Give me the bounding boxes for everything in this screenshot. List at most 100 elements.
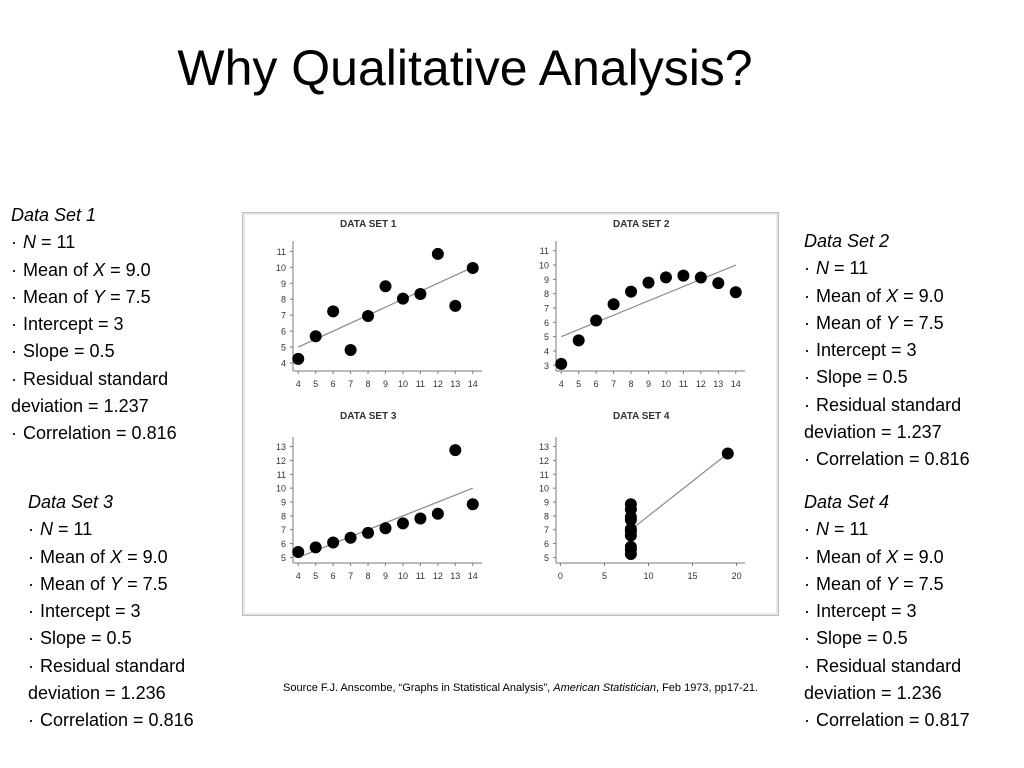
- data-set-1-point: [327, 305, 340, 318]
- bullet-icon: ·: [28, 655, 34, 676]
- data-set-2-y-tick-label: 11: [540, 246, 549, 256]
- data-set-4-x-tick-label: 20: [732, 571, 742, 581]
- stats-n: · N = 11: [28, 516, 233, 543]
- data-set-2-x-tick-label: 6: [594, 379, 599, 389]
- source-citation: Source F.J. Anscombe, “Graphs in Statist…: [283, 682, 759, 694]
- data-set-2-point: [625, 285, 638, 298]
- data-set-3-y-tick-label: 6: [281, 539, 286, 549]
- data-set-1-y-tick-label: 10: [276, 263, 286, 273]
- stats-correlation: · Correlation = 0.816: [28, 707, 233, 734]
- data-set-3-point: [431, 507, 444, 520]
- bullet-icon: ·: [804, 367, 810, 388]
- data-set-2-y-tick-label: 6: [544, 318, 549, 328]
- data-set-2-x-tick-label: 8: [629, 379, 634, 389]
- data-set-2-y-tick-label: 9: [544, 275, 549, 285]
- stats-mean-y: · Mean of Y = 7.5: [11, 284, 216, 311]
- data-set-4-x-tick-label: 15: [688, 571, 698, 581]
- stats-intercept: · Intercept = 3: [11, 311, 216, 338]
- data-set-1-x-tick-label: 10: [398, 379, 408, 389]
- stats-panel-data-set-4: Data Set 4 · N = 11 · Mean of X = 9.0 · Mea…: [804, 489, 1009, 735]
- data-set-3-point: [292, 546, 305, 559]
- data-set-3-x-tick-label: 11: [416, 571, 425, 581]
- stats-mean-y: · Mean of Y = 7.5: [804, 310, 1009, 337]
- data-set-4-fit-line: [630, 453, 729, 531]
- source-journal: American Statistician: [553, 682, 656, 694]
- data-set-3-point: [344, 531, 357, 544]
- bullet-icon: ·: [804, 394, 810, 415]
- data-set-3-y-tick-label: 13: [276, 442, 286, 452]
- bullet-icon: ·: [804, 258, 810, 279]
- data-set-3-y-tick-label: 12: [276, 456, 286, 466]
- data-set-1-point: [396, 292, 409, 305]
- data-set-3-point: [327, 536, 340, 549]
- data-set-4-y-tick-label: 10: [539, 484, 549, 494]
- stats-residual: · Residual standard deviation = 1.236: [804, 653, 1009, 708]
- data-set-2-y-tick-label: 3: [544, 361, 549, 371]
- bullet-icon: ·: [804, 573, 810, 594]
- stats-residual: · Residual standard deviation = 1.237: [11, 366, 216, 421]
- stats-heading: Data Set 1: [11, 205, 97, 225]
- data-set-1-y-tick-label: 8: [281, 295, 286, 305]
- stats-intercept: · Intercept = 3: [28, 598, 233, 625]
- stats-slope: · Slope = 0.5: [804, 625, 1009, 652]
- data-set-3-y-tick-label: 5: [281, 553, 286, 563]
- bullet-icon: ·: [28, 710, 34, 731]
- stats-correlation: · Correlation = 0.816: [804, 446, 1009, 473]
- data-set-1-y-tick-label: 7: [281, 311, 286, 321]
- data-set-1-x-tick-label: 11: [416, 379, 425, 389]
- data-set-1-y-tick-label: 11: [277, 247, 286, 257]
- data-set-2-point: [659, 271, 672, 284]
- stats-mean-y: · Mean of Y = 7.5: [28, 571, 233, 598]
- data-set-4-y-tick-label: 6: [544, 539, 549, 549]
- data-set-1-fit-line: [297, 266, 474, 348]
- data-set-2-x-tick-label: 4: [559, 379, 564, 389]
- data-set-4-point: [624, 543, 637, 556]
- data-set-2-title: DATA SET 2: [613, 219, 670, 230]
- data-set-4-y-tick-label: 12: [539, 456, 549, 466]
- data-set-2-point: [729, 286, 742, 299]
- data-set-3-y-tick-label: 11: [277, 470, 286, 480]
- bullet-icon: ·: [11, 341, 17, 362]
- bullet-icon: ·: [804, 601, 810, 622]
- data-set-3-y-tick-label: 7: [281, 525, 286, 535]
- data-set-3-y-tick-label: 10: [276, 484, 286, 494]
- data-set-3-x-tick-label: 14: [468, 571, 478, 581]
- data-set-3-point: [309, 541, 322, 554]
- data-set-1-x-tick-label: 7: [348, 379, 353, 389]
- data-set-3-x-tick-label: 13: [450, 571, 460, 581]
- data-set-4-point: [624, 525, 637, 538]
- bullet-icon: ·: [804, 628, 810, 649]
- data-set-1-point: [379, 280, 392, 293]
- data-set-1-point: [431, 247, 444, 260]
- data-set-4-x-tick-label: 5: [602, 571, 607, 581]
- stats-n: · N = 11: [11, 229, 216, 256]
- data-set-1-y-tick-label: 6: [281, 327, 286, 337]
- data-set-4-x-tick-label: 10: [643, 571, 653, 581]
- data-set-3-point: [396, 517, 409, 530]
- stats-slope: · Slope = 0.5: [11, 338, 216, 365]
- stats-n: · N = 11: [804, 255, 1009, 282]
- data-set-2-y-tick-label: 4: [544, 346, 549, 356]
- data-set-2-x-tick-label: 7: [611, 379, 616, 389]
- data-set-2-x-tick-label: 10: [661, 379, 671, 389]
- data-set-2-fit-line: [561, 264, 736, 338]
- data-set-2-point: [642, 276, 655, 289]
- stats-mean-x: · Mean of X = 9.0: [804, 544, 1009, 571]
- stats-heading: Data Set 4: [804, 492, 890, 512]
- data-set-2-x-tick-label: 14: [731, 379, 741, 389]
- data-set-1-point: [344, 343, 357, 356]
- data-set-2-point: [694, 271, 707, 284]
- data-set-4-y-tick-label: 7: [544, 525, 549, 535]
- bullet-icon: ·: [804, 285, 810, 306]
- data-set-1-point: [449, 299, 462, 312]
- data-set-4-y-tick-label: 13: [539, 442, 549, 452]
- data-set-1-x-tick-label: 9: [383, 379, 388, 389]
- data-set-1-x-tick-label: 5: [313, 379, 318, 389]
- data-set-2-y-tick-label: 5: [544, 332, 549, 342]
- data-set-1-x-tick-label: 14: [468, 379, 478, 389]
- data-set-3-x-tick-label: 10: [398, 571, 408, 581]
- slide-title: Why Qualitative Analysis?: [177, 40, 753, 96]
- data-set-4-point: [624, 511, 637, 524]
- stats-panel-data-set-1: Data Set 1 · N = 11 · Mean of X = 9.0 · Mea…: [11, 202, 216, 448]
- data-set-4-point: [721, 447, 734, 460]
